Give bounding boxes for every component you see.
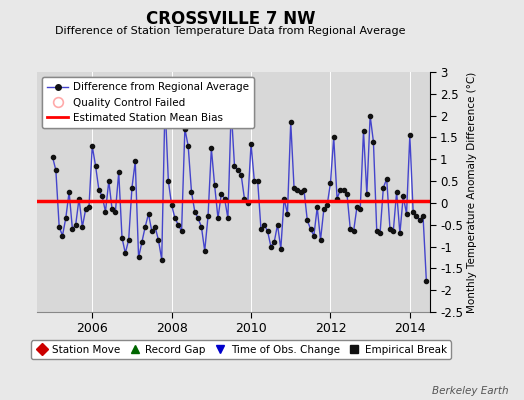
- Text: Berkeley Earth: Berkeley Earth: [432, 386, 508, 396]
- Y-axis label: Monthly Temperature Anomaly Difference (°C): Monthly Temperature Anomaly Difference (…: [467, 71, 477, 313]
- Text: Difference of Station Temperature Data from Regional Average: Difference of Station Temperature Data f…: [56, 26, 406, 36]
- Legend: Difference from Regional Average, Quality Control Failed, Estimated Station Mean: Difference from Regional Average, Qualit…: [42, 77, 254, 128]
- Legend: Station Move, Record Gap, Time of Obs. Change, Empirical Break: Station Move, Record Gap, Time of Obs. C…: [31, 340, 451, 359]
- Text: CROSSVILLE 7 NW: CROSSVILLE 7 NW: [146, 10, 315, 28]
